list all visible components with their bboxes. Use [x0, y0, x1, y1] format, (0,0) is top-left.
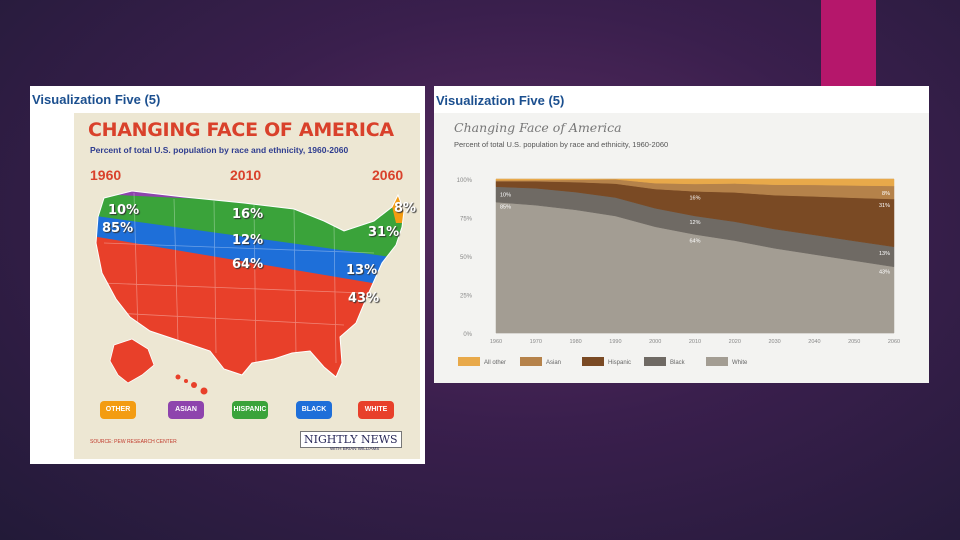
legend-asian: ASIAN	[168, 401, 204, 419]
x-tick-label: 2030	[768, 339, 780, 345]
nightly-news-subtext: WITH BRIAN WILLIAMS	[330, 446, 380, 451]
legend-black: BLACK	[296, 401, 332, 419]
legend-swatch-white	[706, 357, 728, 366]
state-borders	[101, 192, 375, 364]
legend-hispanic: HISPANIC	[232, 401, 268, 419]
x-tick-label: 1960	[490, 339, 502, 345]
data-label: 13%	[879, 251, 890, 257]
data-label: 10%	[500, 192, 511, 198]
map-subtitle: Percent of total U.S. population by race…	[90, 145, 349, 155]
x-tick-label: 2060	[888, 339, 900, 345]
stacked-area-chart: 0% 25% 50% 75% 100% 1960 1970 1980 1990 2000 2010 2…	[457, 178, 900, 366]
white-2060-label: 43%	[348, 291, 380, 306]
us-map-graphic	[95, 190, 405, 395]
alaska-shape	[109, 338, 155, 384]
hispanic-2010-label: 16%	[232, 207, 264, 222]
legend-other: OTHER	[100, 401, 136, 419]
map-title: CHANGING FACE OF AMERICA	[88, 119, 394, 141]
left-slide-image: Visualization Five (5)	[30, 86, 425, 464]
right-heading: Visualization Five (5)	[436, 93, 565, 108]
hawaii-shapes	[175, 374, 208, 395]
source-note: SOURCE: PEW RESEARCH CENTER	[90, 439, 177, 445]
y-tick-label: 25%	[460, 294, 473, 300]
x-tick-label: 2050	[848, 339, 860, 345]
area-all-other	[495, 178, 895, 187]
x-tick-label: 1980	[569, 339, 581, 345]
year-1960: 1960	[90, 167, 122, 183]
x-tick-label: 2040	[808, 339, 820, 345]
data-label: 8%	[882, 191, 890, 197]
x-tick-label: 2010	[689, 339, 701, 345]
data-label: 43%	[879, 269, 890, 275]
y-tick-label: 0%	[463, 332, 472, 338]
legend-label-asian: Asian	[546, 360, 561, 366]
accent-bar	[821, 0, 876, 88]
black-2060-label: 13%	[346, 263, 378, 278]
legend-swatch-hispanic	[582, 357, 604, 366]
changing-face-map: CHANGING FACE OF AMERICA Percent of tota…	[74, 113, 420, 459]
area-chart-card: Changing Face of America Percent of tota…	[434, 113, 929, 383]
chart-subtitle: Percent of total U.S. population by race…	[454, 140, 669, 149]
chart-title: Changing Face of America	[454, 120, 622, 135]
x-tick-label: 2020	[729, 339, 741, 345]
hispanic-2060-label: 31%	[368, 225, 400, 240]
x-tick-label: 2000	[649, 339, 661, 345]
data-label: 16%	[689, 195, 700, 201]
x-tick-label: 1990	[609, 339, 621, 345]
legend-swatch-black	[644, 357, 666, 366]
data-label: 31%	[879, 203, 890, 209]
legend-label-all-other: All other	[484, 360, 506, 366]
black-1960-label: 10%	[108, 203, 140, 218]
y-tick-label: 100%	[457, 178, 473, 184]
y-tick-label: 75%	[460, 217, 473, 223]
legend-label-black: Black	[670, 360, 686, 366]
white-1960-label: 85%	[102, 221, 134, 236]
legend-label-hispanic: Hispanic	[608, 360, 631, 366]
data-label: 85%	[500, 205, 511, 211]
legend-white: WHITE	[358, 401, 394, 419]
left-heading: Visualization Five (5)	[32, 92, 161, 107]
nightly-news-logo: NIGHTLY NEWS	[300, 431, 402, 448]
right-slide-image: Visualization Five (5) Changing Face of …	[434, 86, 929, 383]
white-2010-label: 64%	[232, 257, 264, 272]
other-2060-label: 8%	[394, 201, 417, 216]
black-2010-label: 12%	[232, 233, 264, 248]
legend-swatch-asian	[520, 357, 542, 366]
year-2010: 2010	[230, 167, 262, 183]
data-label: 12%	[689, 220, 700, 226]
x-tick-label: 1970	[530, 339, 542, 345]
data-label: 64%	[689, 239, 700, 245]
year-2060: 2060	[372, 167, 404, 183]
y-tick-label: 50%	[460, 255, 473, 261]
legend-swatch-all-other	[458, 357, 480, 366]
legend-label-white: White	[732, 360, 748, 366]
